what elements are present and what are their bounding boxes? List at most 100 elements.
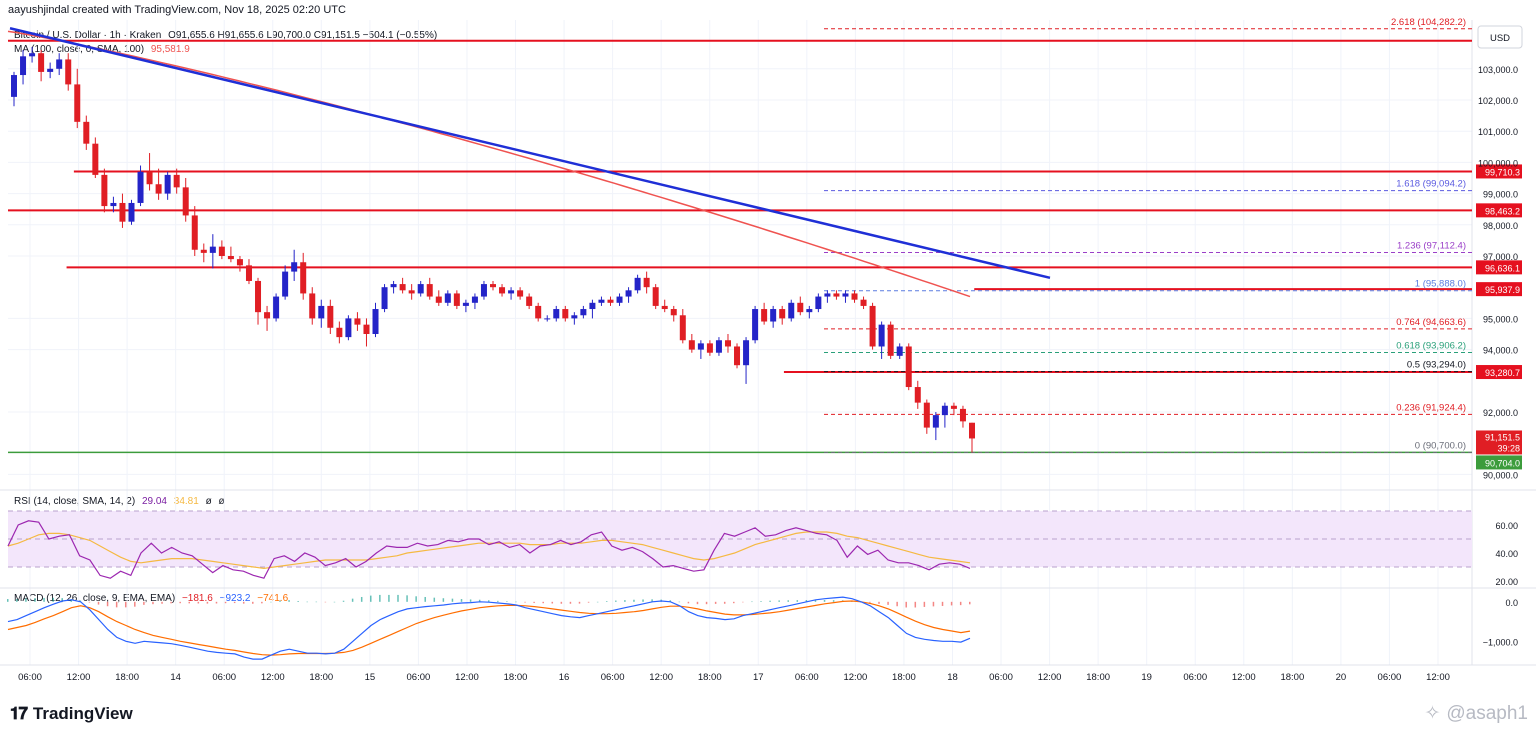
- price-chart[interactable]: 99,710.3 98,463.2 96,636.1 95,937.9 93,280.7…: [0, 0, 1536, 700]
- macd-histogram-bar: [206, 601, 209, 604]
- candle-body: [282, 271, 289, 297]
- macd-legend-label: MACD (12, 26, close, 9, EMA, EMA): [14, 593, 176, 604]
- rsi-tick: 20.00: [1495, 577, 1518, 587]
- candle-body: [399, 284, 406, 291]
- candle-body: [535, 305, 542, 319]
- macd-tick: −1,000.0: [1483, 637, 1518, 647]
- macd-histogram-bar: [333, 601, 336, 603]
- macd-histogram-bar: [814, 599, 817, 602]
- price-label: 96,636.1: [1485, 263, 1520, 273]
- time-tick: 12:00: [67, 672, 91, 683]
- macd-histogram-bar: [370, 595, 372, 602]
- candle-body: [435, 296, 442, 303]
- candle-body: [761, 309, 768, 322]
- candle-body: [643, 277, 650, 288]
- rsi-legend[interactable]: RSI (14, close, SMA, 14, 2) 29.04 34.81 …: [14, 496, 225, 507]
- time-tick: 12:00: [843, 672, 867, 683]
- candle-body: [300, 262, 307, 294]
- candle-body: [571, 315, 578, 319]
- macd-histogram-bar: [751, 601, 753, 603]
- time-tick: 16: [559, 672, 570, 683]
- candle-body: [526, 296, 533, 306]
- fib-levels: 2.618 (104,282.2) 1.618 (99,094.2) 1.236 (…: [824, 17, 1472, 454]
- time-tick: 06:00: [989, 672, 1013, 683]
- candle-body: [598, 299, 605, 303]
- macd-histogram-bar: [270, 601, 272, 603]
- candle-body: [191, 215, 198, 250]
- time-tick: 12:00: [649, 672, 673, 683]
- candle-body: [878, 324, 885, 347]
- time-tick: 18:00: [504, 672, 528, 683]
- price-label: 98,463.2: [1485, 206, 1520, 216]
- symbol-legend[interactable]: Bitcoin / U.S. Dollar · 1h · Kraken O91,…: [14, 30, 437, 41]
- macd-histogram-bar: [469, 599, 472, 602]
- candle-body: [164, 174, 171, 194]
- symbol-name: Bitcoin / U.S. Dollar · 1h · Kraken: [14, 30, 162, 41]
- macd-histogram-bar: [969, 601, 971, 605]
- macd-line: [7, 596, 971, 660]
- candle-body: [327, 305, 334, 328]
- price-tick: 101,000.0: [1478, 127, 1518, 137]
- macd-histogram-bar: [70, 599, 73, 602]
- macd-histogram-bar: [578, 601, 581, 604]
- macd-histogram-bar: [43, 597, 45, 602]
- currency-label: USD: [1490, 33, 1510, 44]
- macd-histogram-bar: [542, 601, 544, 604]
- time-tick: 18:00: [309, 672, 333, 683]
- time-tick: 18: [947, 672, 958, 683]
- candle-body: [309, 293, 316, 319]
- candle-body: [390, 284, 397, 288]
- tradingview-logo[interactable]: 𝟏𝟕 TradingView: [10, 704, 133, 724]
- countdown-label: 39:28: [1497, 443, 1520, 453]
- candle-body: [914, 387, 921, 403]
- time-tick: 06:00: [212, 672, 236, 683]
- price-label-bg: [1476, 203, 1522, 218]
- macd-histogram-bar: [760, 601, 762, 602]
- trendline: [9, 27, 1051, 280]
- macd-histogram-bar: [678, 601, 681, 603]
- fib-label: 1 (95,888.0): [1415, 279, 1466, 290]
- time-tick: 06:00: [1183, 672, 1207, 683]
- macd-histogram-bar: [406, 595, 408, 602]
- watermark-text: @asaph1: [1446, 702, 1528, 724]
- macd-histogram-bar: [279, 600, 281, 602]
- candle-body: [607, 299, 614, 303]
- macd-histogram-bar: [134, 601, 136, 607]
- time-tick: 18:00: [115, 672, 139, 683]
- macd-histogram-bar: [233, 601, 236, 604]
- macd-histogram-bar: [106, 601, 109, 607]
- macd-histogram-bar: [297, 600, 299, 602]
- price-label: 93,280.7: [1485, 368, 1520, 378]
- candle-body: [562, 309, 569, 319]
- macd-histogram-bar: [896, 601, 898, 607]
- macd-histogram-bar: [905, 601, 907, 608]
- candle-body: [173, 174, 180, 188]
- candle-body: [661, 305, 668, 310]
- macd-histogram-bar: [397, 594, 399, 602]
- fib-label: 1.236 (97,112.4): [1397, 240, 1466, 251]
- candle-body: [408, 290, 415, 294]
- candle-body: [580, 309, 587, 316]
- candles: [11, 46, 975, 453]
- currency-box: [1477, 25, 1523, 49]
- candle-body: [887, 324, 894, 356]
- fib-label: 2.618 (104,282.2): [1391, 17, 1466, 28]
- macd-histogram-bar: [224, 601, 227, 604]
- macd-histogram-bar: [170, 601, 172, 604]
- candle-body: [833, 293, 840, 297]
- rsi-tick: 40.00: [1495, 549, 1518, 559]
- ma-line: [7, 30, 971, 298]
- macd-histogram-bar: [551, 601, 554, 604]
- candle-body: [869, 305, 876, 347]
- candle-body: [724, 340, 731, 347]
- ma-polyline: [7, 30, 971, 298]
- candle-body: [824, 293, 831, 297]
- candle-body: [842, 293, 849, 297]
- tradingview-mark-icon: 𝟏𝟕: [10, 704, 28, 723]
- macd-tick: 0.0: [1505, 598, 1518, 608]
- macd-histogram-bar: [596, 601, 599, 603]
- macd-histogram-bar: [878, 601, 880, 604]
- macd-histogram-bar: [161, 601, 163, 604]
- macd-histogram-bar: [442, 598, 445, 602]
- rsi-legend-empty1: ø: [205, 496, 212, 507]
